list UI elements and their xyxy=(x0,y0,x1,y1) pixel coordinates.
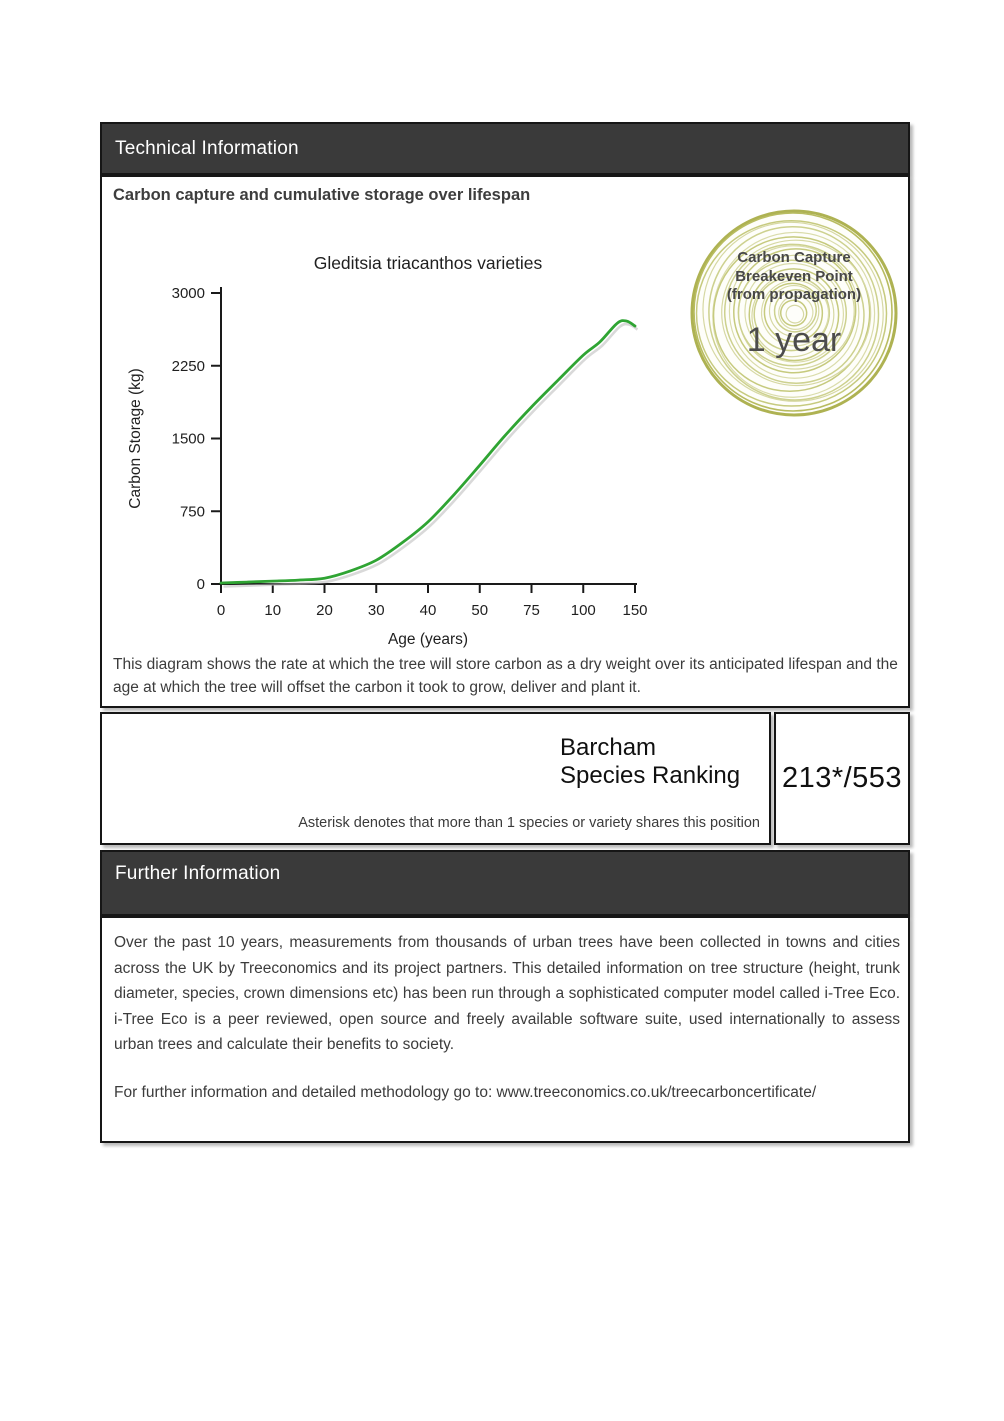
breakeven-stamp-text: Carbon Capture Breakeven Point (from pro… xyxy=(686,203,902,419)
svg-text:20: 20 xyxy=(316,602,333,619)
svg-text:10: 10 xyxy=(264,602,281,619)
svg-text:Gleditsia triacanthos varietie: Gleditsia triacanthos varieties xyxy=(314,253,543,273)
svg-text:100: 100 xyxy=(571,602,596,619)
svg-text:40: 40 xyxy=(420,602,437,619)
breakeven-label-line2: Breakeven Point xyxy=(735,267,853,285)
diagram-description: This diagram shows the rate at which the… xyxy=(113,656,898,696)
certificate-page: Technical Information Carbon capture and… xyxy=(100,122,910,1143)
further-information-box: Over the past 10 years, measurements fro… xyxy=(100,916,910,1143)
breakeven-stamp: Carbon Capture Breakeven Point (from pro… xyxy=(686,203,902,419)
svg-text:75: 75 xyxy=(523,602,540,619)
technical-information-box: Carbon capture and cumulative storage ov… xyxy=(100,175,910,708)
species-ranking-cell: Barcham Species Ranking Asterisk denotes… xyxy=(100,712,771,845)
carbon-capture-heading: Carbon capture and cumulative storage ov… xyxy=(113,186,531,204)
further-information-paragraph: Over the past 10 years, measurements fro… xyxy=(114,934,900,1053)
tree-rings-icon xyxy=(690,209,898,417)
svg-text:Age (years): Age (years) xyxy=(388,631,468,648)
svg-text:50: 50 xyxy=(471,602,488,619)
svg-text:0: 0 xyxy=(197,576,205,593)
svg-text:3000: 3000 xyxy=(172,285,205,302)
svg-text:150: 150 xyxy=(622,602,647,619)
ranking-value-cell: 213*/553 xyxy=(774,712,910,845)
carbon-storage-chart-area: Gleditsia triacanthos varieties Carbon St… xyxy=(102,177,908,706)
breakeven-label-line1: Carbon Capture xyxy=(737,249,851,266)
ranking-value: 213*/553 xyxy=(781,762,903,794)
technical-information-header: Technical Information xyxy=(100,122,910,175)
ranking-title-line1: Barcham xyxy=(560,734,657,761)
svg-text:1500: 1500 xyxy=(172,431,205,448)
technical-information-title: Technical Information xyxy=(115,137,299,159)
further-information-header: Further Information xyxy=(100,850,910,916)
breakeven-value: 1 year xyxy=(746,320,842,359)
svg-text:Carbon Storage (kg): Carbon Storage (kg) xyxy=(127,368,144,508)
asterisk-note: Asterisk denotes that more than 1 specie… xyxy=(298,815,760,831)
svg-text:0: 0 xyxy=(217,602,225,619)
ranking-title-line2: Species Ranking xyxy=(560,761,741,789)
svg-text:2250: 2250 xyxy=(172,358,205,375)
methodology-link-line: For further information and detailed met… xyxy=(114,1083,817,1101)
further-information-title: Further Information xyxy=(115,863,281,884)
svg-text:750: 750 xyxy=(180,503,205,520)
carbon-chart: Gleditsia triacanthos varieties Carbon St… xyxy=(127,253,648,648)
breakeven-label-line3: (from propagation) xyxy=(726,286,862,303)
species-ranking-title: Barcham Species Ranking xyxy=(560,734,740,789)
svg-text:30: 30 xyxy=(368,602,385,619)
species-ranking-row: Barcham Species Ranking Asterisk denotes… xyxy=(100,712,910,845)
